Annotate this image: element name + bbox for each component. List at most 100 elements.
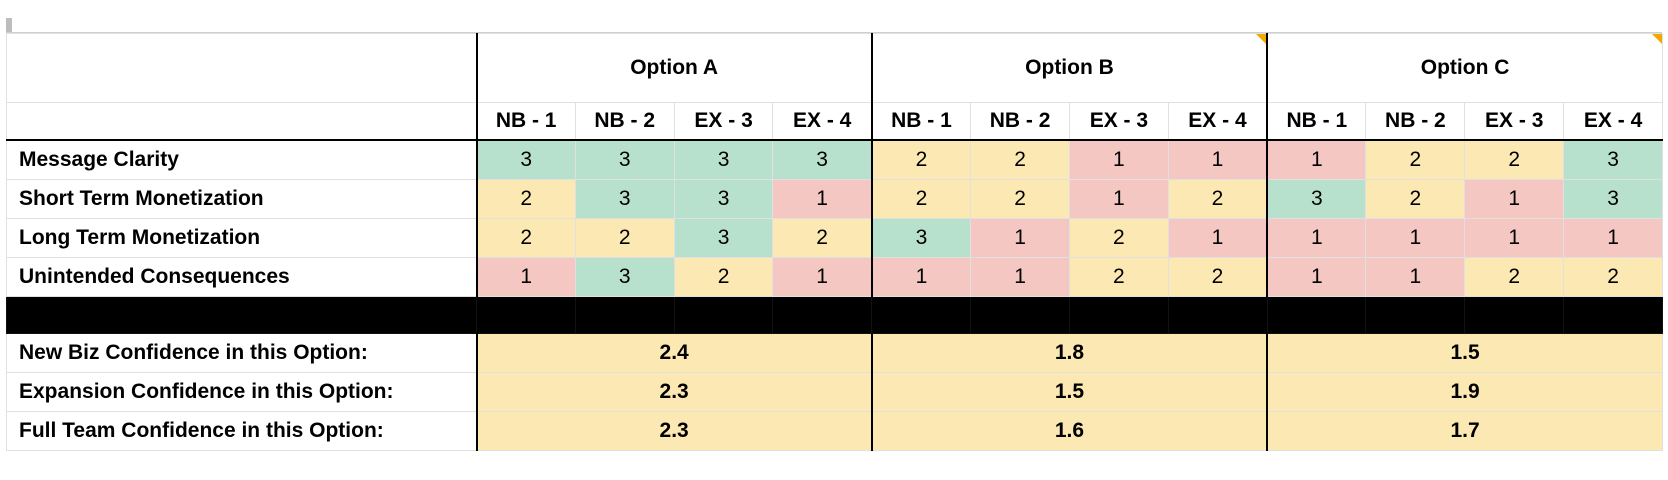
rater-header: EX - 3 <box>1464 102 1565 141</box>
separator-cell <box>871 296 972 334</box>
score-cell: 2 <box>970 139 1070 180</box>
score-cell: 2 <box>1365 179 1466 219</box>
score-cell: 3 <box>1563 139 1663 180</box>
column-strip <box>6 18 1662 33</box>
option-header-row: Option A Option B Option C <box>6 33 1664 103</box>
score-cell: 2 <box>1167 179 1268 219</box>
corner-cell <box>6 102 478 141</box>
option-header: Option A <box>475 33 873 103</box>
summary-cell: 1.5 <box>870 372 1268 412</box>
summary-row: New Biz Confidence in this Option: 2.4 1.8… <box>6 333 1664 373</box>
score-row: Long Term Monetization 2 2 3 2 3 1 2 1 1 1 1 1 <box>6 218 1663 258</box>
score-cell: 3 <box>673 218 774 258</box>
summary-row: Full Team Confidence in this Option: 2.3 1… <box>6 411 1664 451</box>
separator-cell <box>1365 296 1466 334</box>
row-label: Unintended Consequences <box>6 257 478 297</box>
summary-label: Full Team Confidence in this Option: <box>6 411 478 451</box>
summary-cell: 1.8 <box>870 333 1268 373</box>
score-cell: 2 <box>1464 257 1565 297</box>
separator-cell <box>1464 296 1565 334</box>
score-cell: 1 <box>1167 139 1268 180</box>
score-cell: 1 <box>772 179 873 219</box>
rater-header: NB - 1 <box>475 102 576 141</box>
score-cell: 1 <box>1266 139 1367 180</box>
rater-header: EX - 4 <box>1563 102 1663 141</box>
score-cell: 2 <box>673 257 774 297</box>
score-cell: 1 <box>870 257 972 297</box>
corner-cell <box>6 33 478 103</box>
score-cell: 2 <box>1068 257 1169 297</box>
rater-header: EX - 3 <box>673 102 774 141</box>
summary-cell: 1.7 <box>1266 411 1664 451</box>
score-cell: 3 <box>475 139 576 180</box>
rater-header: EX - 3 <box>1068 102 1169 141</box>
score-cell: 2 <box>1068 218 1169 258</box>
rater-header: NB - 2 <box>1365 102 1466 141</box>
score-cell: 1 <box>970 218 1070 258</box>
score-cell: 1 <box>1167 218 1268 258</box>
score-cell: 2 <box>870 179 972 219</box>
score-cell: 1 <box>1464 179 1565 219</box>
score-cell: 1 <box>1068 139 1169 180</box>
summary-cell: 1.6 <box>870 411 1268 451</box>
separator-row <box>6 296 1663 334</box>
score-row: Short Term Monetization 2 3 3 1 2 2 1 2 3 2 1 3 <box>6 179 1663 219</box>
option-header: Option C <box>1266 33 1664 103</box>
score-table: Option A Option B Option C NB - 1 NB - 2 EX -… <box>6 33 1664 451</box>
score-cell: 2 <box>475 218 576 258</box>
score-cell: 1 <box>1464 218 1565 258</box>
score-cell: 2 <box>574 218 675 258</box>
score-cell: 3 <box>772 139 873 180</box>
score-row: Unintended Consequences 1 3 2 1 1 1 2 2 1 1 2 2 <box>6 257 1663 297</box>
rater-header: EX - 4 <box>1167 102 1268 141</box>
summary-cell: 2.4 <box>475 333 873 373</box>
score-cell: 2 <box>1464 139 1565 180</box>
summary-label: New Biz Confidence in this Option: <box>6 333 478 373</box>
score-cell: 2 <box>475 179 576 219</box>
score-cell: 3 <box>870 218 972 258</box>
score-row: Message Clarity 3 3 3 3 2 2 1 1 1 2 2 3 <box>6 139 1663 180</box>
score-cell: 2 <box>870 139 972 180</box>
summary-cell: 1.9 <box>1266 372 1664 412</box>
separator-cell <box>6 296 477 334</box>
rater-header: NB - 1 <box>870 102 972 141</box>
rater-header: NB - 2 <box>574 102 675 141</box>
score-cell: 2 <box>1365 139 1466 180</box>
rater-header: NB - 1 <box>1266 102 1367 141</box>
score-cell: 3 <box>574 139 675 180</box>
score-cell: 3 <box>673 179 774 219</box>
score-cell: 1 <box>1266 218 1367 258</box>
rater-header: NB - 2 <box>970 102 1070 141</box>
summary-row: Expansion Confidence in this Option: 2.3 1… <box>6 372 1664 412</box>
summary-cell: 2.3 <box>475 411 873 451</box>
score-cell: 1 <box>1365 257 1466 297</box>
score-cell: 1 <box>1563 218 1663 258</box>
score-cell: 3 <box>673 139 774 180</box>
row-label: Long Term Monetization <box>6 218 478 258</box>
summary-label: Expansion Confidence in this Option: <box>6 372 478 412</box>
row-label: Message Clarity <box>6 139 478 180</box>
option-header: Option B <box>870 33 1268 103</box>
separator-cell <box>574 296 675 334</box>
rater-header-row: NB - 1 NB - 2 EX - 3 EX - 4 NB - 1 NB - 2 EX -… <box>6 102 1663 141</box>
score-cell: 2 <box>1563 257 1663 297</box>
score-cell: 3 <box>1266 179 1367 219</box>
separator-cell <box>1266 296 1367 334</box>
separator-cell <box>772 296 873 334</box>
score-cell: 3 <box>1563 179 1663 219</box>
summary-cell: 2.3 <box>475 372 873 412</box>
score-cell: 1 <box>1365 218 1466 258</box>
separator-cell <box>1167 296 1268 334</box>
score-cell: 3 <box>574 179 675 219</box>
score-cell: 2 <box>772 218 873 258</box>
separator-cell <box>1068 296 1169 334</box>
score-cell: 1 <box>475 257 576 297</box>
rater-header: EX - 4 <box>772 102 873 141</box>
summary-cell: 1.5 <box>1266 333 1664 373</box>
separator-cell <box>673 296 774 334</box>
sheet: Option A Option B Option C NB - 1 NB - 2 EX -… <box>6 18 1664 451</box>
score-cell: 3 <box>574 257 675 297</box>
score-cell: 1 <box>772 257 873 297</box>
score-cell: 1 <box>970 257 1070 297</box>
